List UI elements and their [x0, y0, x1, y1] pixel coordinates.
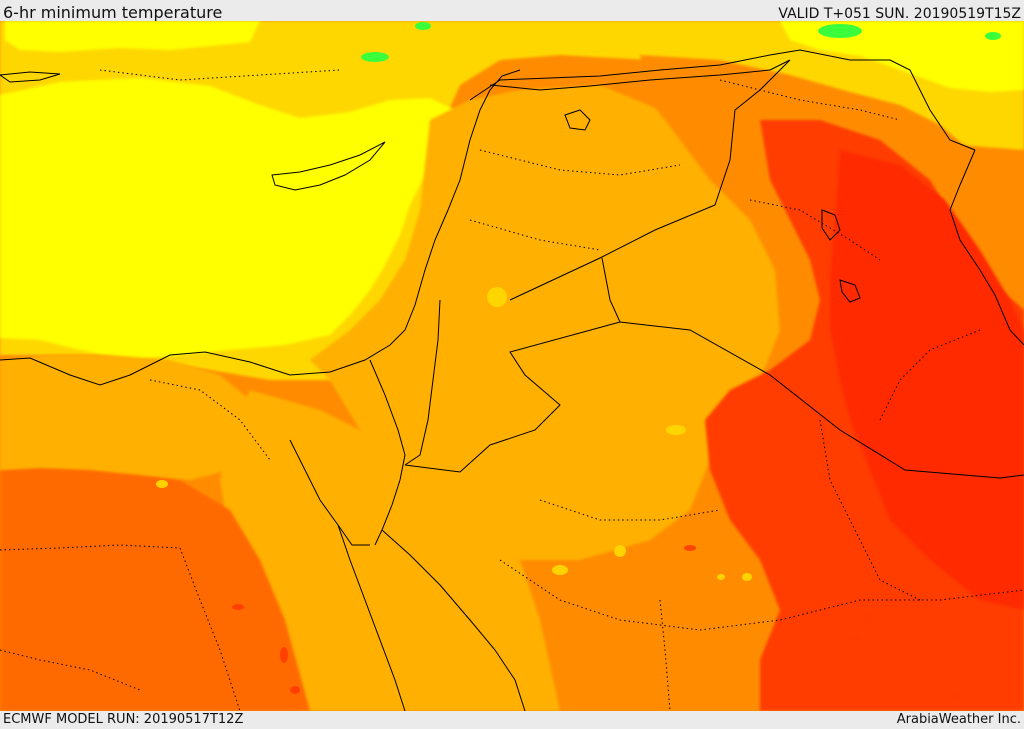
border-iraq-saudi — [619, 321, 1024, 479]
red-sea-west-coast — [337, 524, 406, 711]
border-syria-iraq — [489, 59, 791, 301]
green-patch-north-center — [415, 22, 431, 30]
coastline-mediterranean — [0, 69, 521, 386]
green-cool-patches — [361, 22, 1001, 62]
border-iran-iraq — [949, 149, 1024, 346]
lake-tharthar-outline — [821, 209, 841, 241]
page-title: 6-hr minimum temperature — [3, 3, 223, 22]
lake-van-outline — [564, 109, 591, 131]
light-orange-egypt-interior — [0, 355, 255, 480]
cyprus-outline — [271, 141, 386, 191]
red-sea-east-coast — [381, 529, 526, 711]
gulf-of-suez-coast — [289, 439, 370, 546]
red-speckles — [232, 545, 960, 700]
header-bar: 6-hr minimum temperature VALID T+051 SUN… — [0, 0, 1024, 22]
gulf-of-aqaba-coast — [374, 454, 406, 546]
coastline-sinai-east — [369, 359, 406, 456]
lake-milh-outline — [839, 279, 861, 303]
yellow-north-coast-patch — [5, 21, 260, 52]
red-iraq-core-area — [830, 150, 1024, 610]
valid-time-label: VALID T+051 SUN. 20190519T15Z — [778, 6, 1021, 22]
yellow-speckles — [156, 287, 752, 581]
yellow-mediterranean-region — [0, 78, 455, 360]
dark-orange-southwest-band — [0, 465, 310, 711]
green-patch-northeast — [818, 24, 862, 38]
temperature-map — [0, 21, 1024, 711]
model-run-label: ECMWF MODEL RUN: 20190517T12Z — [3, 712, 244, 727]
credit-label: ArabiaWeather Inc. — [896, 712, 1021, 727]
country-borders — [0, 49, 1024, 711]
light-orange-central-band — [310, 85, 820, 560]
yellow-northeast-patch — [780, 21, 1024, 92]
footer-bar: ECMWF MODEL RUN: 20190517T12Z ArabiaWeat… — [0, 711, 1024, 729]
internal-dotted-borders — [0, 69, 1024, 711]
green-patch-far-east — [985, 32, 1001, 40]
crete-outline — [0, 71, 61, 83]
border-jordan-saudi — [404, 321, 621, 473]
border-jordan-iraq-wedge — [601, 257, 621, 323]
border-turkey-syria — [469, 49, 976, 151]
green-patch-north-left — [361, 52, 389, 62]
border-israel-jordan — [404, 299, 441, 466]
